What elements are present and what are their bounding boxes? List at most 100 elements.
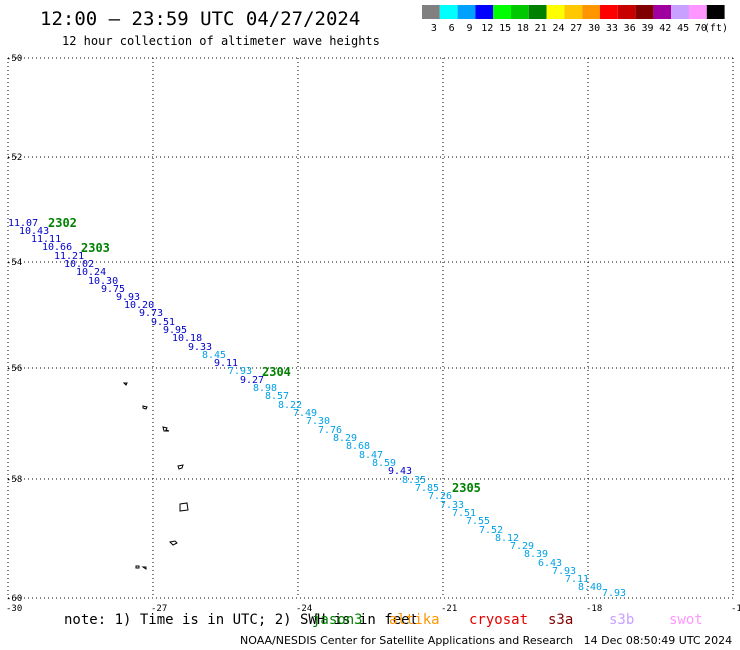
legend-swatch (475, 5, 494, 19)
legend-label: 27 (570, 23, 582, 34)
legend-label: 30 (588, 23, 600, 34)
wave-height-value: 7.26 (428, 491, 452, 502)
map-subtitle: 12 hour collection of altimeter wave hei… (62, 34, 380, 48)
legend-unit: (ft) (704, 23, 728, 34)
legend-label: 45 (677, 23, 689, 34)
wave-height-value: 10.30 (88, 276, 118, 287)
pass-label: 2305 (452, 481, 481, 495)
satellite-s3b: s3b (609, 612, 635, 628)
footer-note: note: 1) Time is in UTC; 2) SWH is in fe… (64, 612, 419, 628)
wave-height-value: 8.12 (495, 533, 519, 544)
wave-height-value: 9.75 (101, 284, 125, 295)
wave-height-value: 8.22 (278, 400, 302, 411)
legend-swatch (422, 5, 440, 19)
legend-swatch (617, 5, 636, 19)
satellite-jason3: jason3 (312, 612, 363, 628)
legend-swatch (457, 5, 476, 19)
legend-swatch (635, 5, 654, 19)
wave-height-value: 8.39 (524, 549, 548, 560)
legend-label: 70 (695, 23, 707, 34)
wave-height-value: 7.93 (228, 366, 252, 377)
wave-height-value: 8.45 (202, 350, 226, 361)
wave-height-value: 7.49 (293, 408, 317, 419)
latitude-label: -50 (6, 54, 22, 64)
wave-height-value: 10.66 (42, 242, 72, 253)
island-outline (122, 382, 128, 386)
longitude-label: -18 (586, 604, 602, 614)
wave-height-value: 7.33 (440, 500, 464, 511)
wave-height-value: 8.40 (578, 582, 602, 593)
legend-swatch (439, 5, 458, 19)
wave-height-value: 9.27 (240, 375, 264, 386)
legend-label: 33 (606, 23, 618, 34)
pass-label: 2304 (262, 365, 291, 379)
legend-label: 6 (449, 23, 455, 34)
color-legend: 3 6 9 12 15 18 21 24 27 30 33 36 39 42 45 70(ft) (422, 5, 728, 34)
pass-label: 2303 (81, 241, 110, 255)
wave-height-value: 9.11 (214, 358, 238, 369)
satellite-swot: swot (669, 612, 703, 628)
legend-swatch (671, 5, 689, 19)
wave-height-value: 6.43 (538, 558, 562, 569)
wave-height-value: 10.18 (172, 333, 202, 344)
latitude-label: -52 (6, 153, 22, 163)
island-outline (142, 405, 148, 410)
latitude-label: -56 (6, 364, 22, 374)
latitude-label: -60 (6, 594, 22, 604)
wave-height-value: 7.29 (510, 541, 534, 552)
latitude-label: -54 (6, 258, 22, 268)
map-title: 12:00 — 23:59 UTC 04/27/2024 (40, 8, 361, 30)
wave-height-value: 8.47 (359, 450, 383, 461)
legend-swatch (582, 5, 600, 19)
island-outline (162, 426, 170, 432)
wave-height-value: 7.93 (602, 588, 626, 599)
wave-height-value: 7.76 (318, 425, 342, 436)
wave-height-value: 8.68 (346, 441, 370, 452)
legend-label: 9 (466, 23, 472, 34)
legend-label: 3 (431, 23, 437, 34)
legend-swatch (511, 5, 529, 19)
wave-height-value: 10.24 (76, 267, 106, 278)
legend-label: 15 (499, 23, 511, 34)
legend-swatch (564, 5, 583, 19)
longitude-label: -27 (151, 604, 167, 614)
island-outlines (122, 382, 189, 570)
legend-label: 24 (552, 23, 564, 34)
pass-label: 2302 (48, 216, 77, 230)
wave-height-value: 7.85 (415, 483, 439, 494)
legend-label: 36 (624, 23, 636, 34)
footer-credit: NOAA/NESDIS Center for Satellite Applica… (240, 634, 733, 647)
longitude-label: -30 (6, 604, 22, 614)
wave-height-value: 11.07 (8, 218, 38, 229)
wave-height-value: 9.33 (188, 342, 212, 353)
wave-height-value: 7.30 (306, 416, 330, 427)
satellite-cryosat: cryosat (469, 612, 529, 628)
wave-height-value: 8.29 (333, 433, 357, 444)
altimeter-track: 11.0710.4311.1110.6611.2110.0210.2410.30… (8, 216, 626, 599)
legend-label: 18 (517, 23, 529, 34)
island-outline (135, 565, 140, 569)
wave-height-value: 7.93 (552, 566, 576, 577)
wave-height-value: 8.35 (402, 475, 426, 486)
wave-height-value: 8.59 (372, 458, 396, 469)
lat-lon-grid: -50 -52 -54 -56 -58 -60-30 -27 -24 -21 -18 -15 (6, 54, 740, 614)
legend-swatch (493, 5, 511, 19)
wave-height-value: 9.43 (388, 466, 412, 477)
island-outline (179, 502, 189, 512)
legend-swatch (546, 5, 565, 19)
wave-height-value: 9.73 (139, 308, 163, 319)
island-outline (177, 464, 184, 470)
satellite-s3a: s3a (548, 612, 574, 628)
wave-height-value: 8.57 (265, 391, 289, 402)
legend-swatch (600, 5, 618, 19)
wave-height-value: 10.43 (19, 226, 49, 237)
wave-height-value: 11.11 (31, 234, 61, 245)
longitude-label: -24 (296, 604, 312, 614)
legend-label: 12 (481, 23, 493, 34)
wave-height-value: 8.98 (253, 383, 277, 394)
wave-height-value: 7.11 (565, 574, 589, 585)
legend-label: 21 (535, 23, 547, 34)
wave-height-value: 9.51 (151, 317, 175, 328)
legend-label: 42 (659, 23, 671, 34)
